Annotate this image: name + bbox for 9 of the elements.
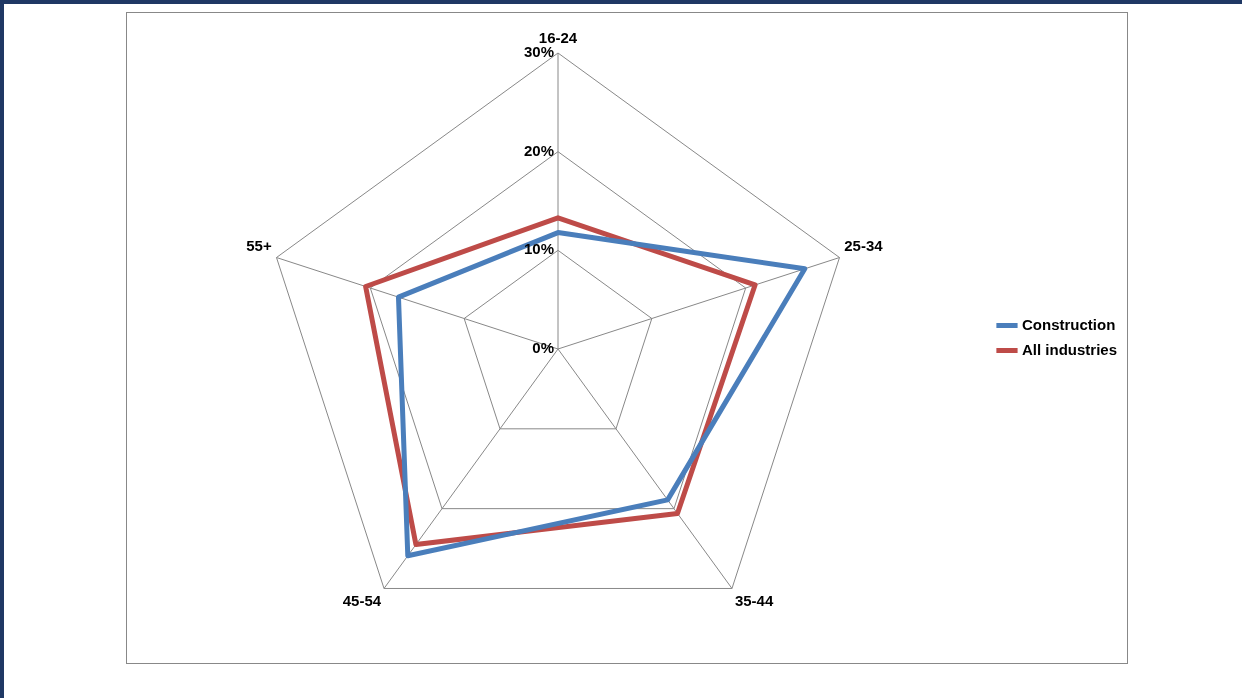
spoke-label: 55+ (246, 237, 272, 255)
spoke-label: 25-34 (844, 237, 884, 255)
spoke-label: 35-44 (734, 591, 774, 609)
legend-label: Construction (1021, 315, 1116, 333)
spoke-label: 45-54 (342, 591, 382, 609)
legend-label: All industries (1021, 340, 1118, 358)
y-tick-label: 0% (532, 339, 554, 357)
y-tick-label: 10% (523, 240, 554, 258)
y-tick-label: 20% (523, 141, 554, 159)
